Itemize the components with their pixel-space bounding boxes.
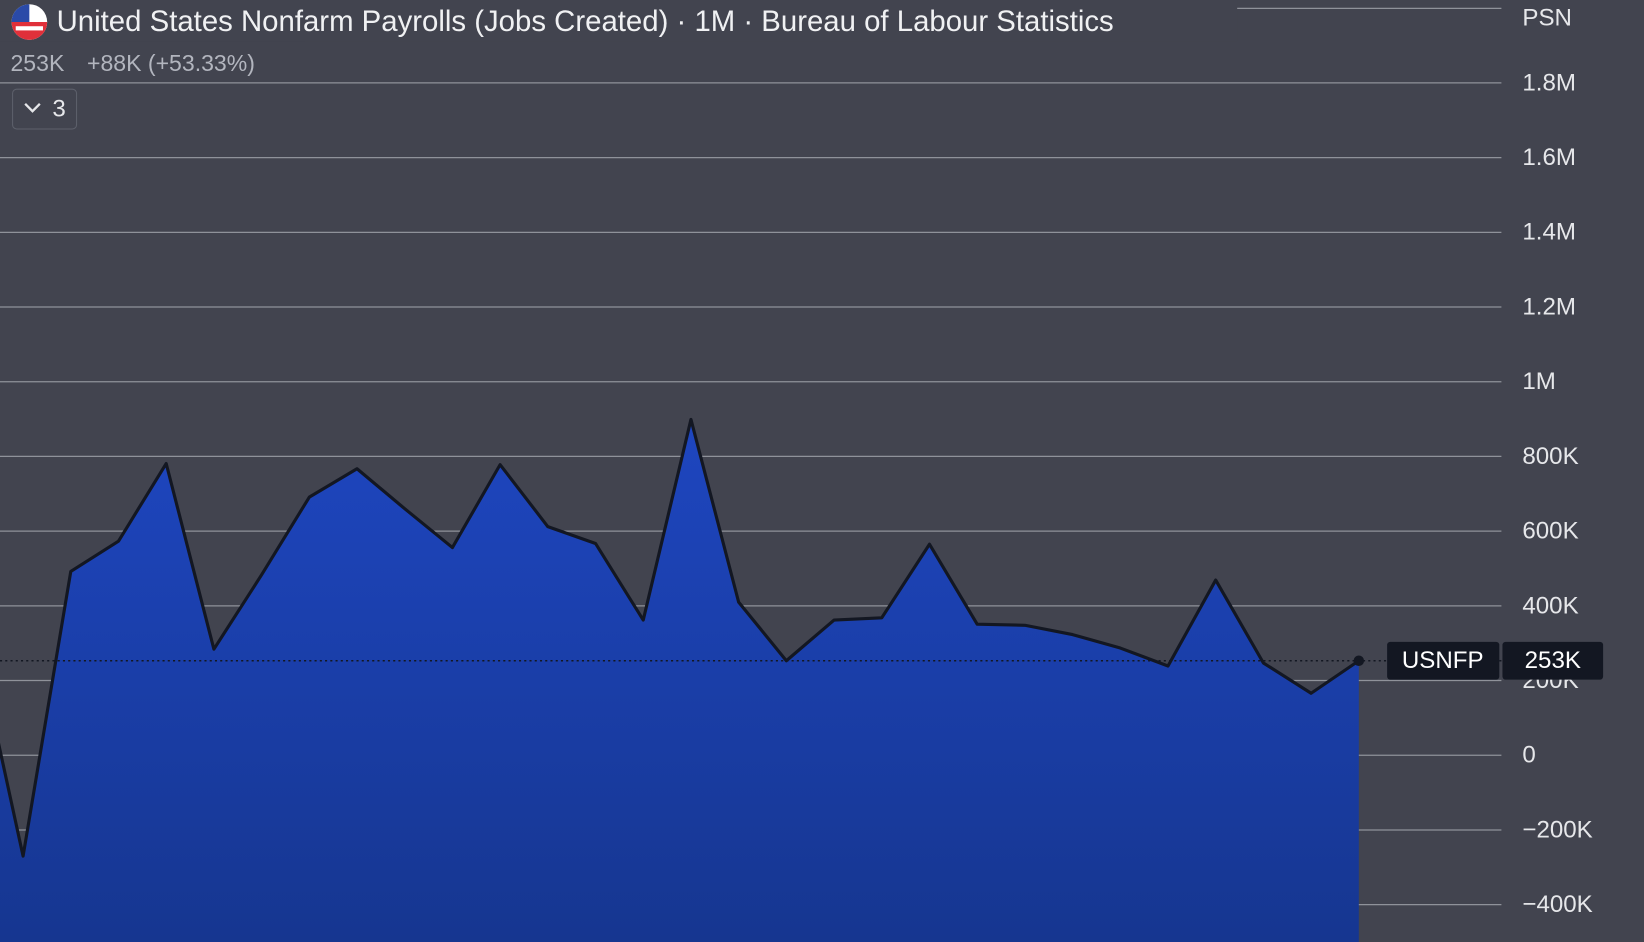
chart-title: United States Nonfarm Payrolls (Jobs Cre… [57,5,1114,38]
value-tag [1502,641,1604,680]
series-line [0,417,1360,858]
legend-change: +88K (+53.33%) [87,50,255,76]
y-tick-label: 400K [1522,592,1578,619]
y-tick-label: −200K [1522,816,1592,843]
y-tick-label: 1.4M [1522,219,1576,246]
y-tick-label: 0 [1522,742,1535,769]
y-tick-label: 600K [1522,518,1578,545]
y-tick-label: 1.6M [1522,144,1576,171]
y-tick-label: 1.2M [1522,293,1576,320]
y-tick-label: −400K [1522,891,1592,918]
y-unit: PSN [1522,4,1572,31]
series-tag [1387,641,1500,680]
chevron [24,103,41,113]
y-tick-label: 1M [1522,368,1555,395]
indicator-toggle[interactable] [12,88,78,130]
indicator-count: 3 [52,96,65,123]
title-bg [0,0,1238,42]
y-tick-label: 800K [1522,443,1578,470]
last-point [1353,655,1365,666]
area-fill [0,419,1359,942]
y-tick-label: 1.8M [1522,69,1576,96]
flag-icon [11,4,48,40]
legend-value: 253K [10,50,64,76]
value-tag-label: 253K [1525,647,1581,674]
series-tag-label: USNFP [1402,647,1484,674]
legend-bg [0,41,305,82]
